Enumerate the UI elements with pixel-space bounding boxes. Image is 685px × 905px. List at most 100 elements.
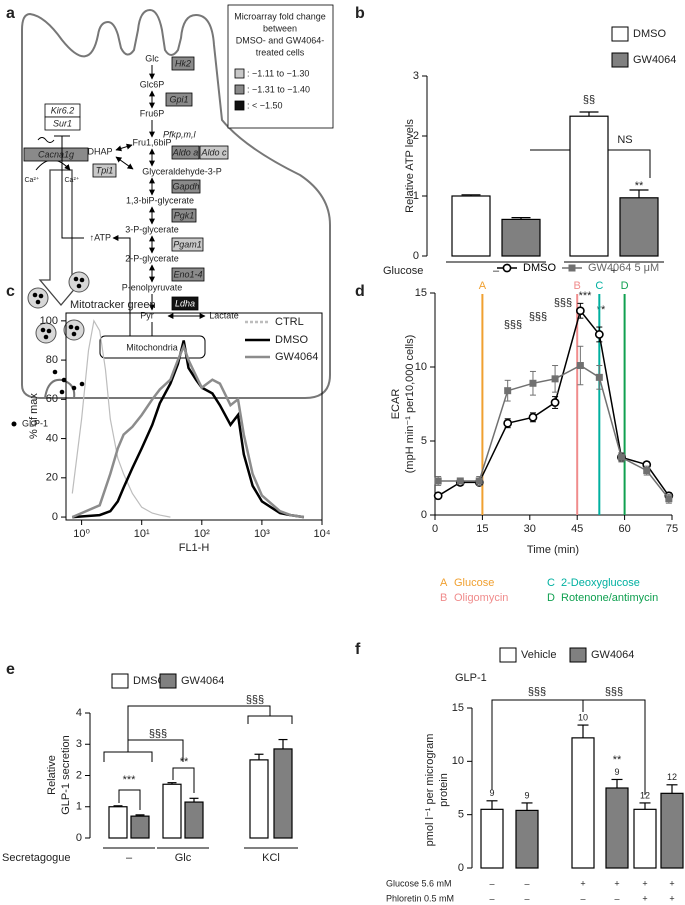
event-legend-letter: D <box>547 592 555 604</box>
significance-bracket <box>118 789 141 810</box>
annotation: §§ <box>583 94 595 106</box>
plot-frame <box>65 312 323 521</box>
granule <box>76 283 82 289</box>
y-axis-label: protein <box>438 773 450 807</box>
y-tick-label: 10 <box>452 755 464 767</box>
metabolite: Glyceraldehyde-3-P <box>142 166 222 176</box>
legend-label: : −1.31 to −1.40 <box>247 84 310 94</box>
vesicle <box>63 319 85 341</box>
event-legend-label: Glucose <box>454 577 494 589</box>
annotation: *** <box>579 290 593 302</box>
legend-label: CTRL <box>275 316 304 328</box>
significance-bracket <box>172 767 195 793</box>
n-label: 12 <box>640 790 650 800</box>
granule <box>79 381 85 387</box>
series-line <box>72 340 305 519</box>
legend-swatch <box>234 100 245 111</box>
n-label: 9 <box>524 790 529 800</box>
condition-sign: – <box>489 893 494 903</box>
y-axis-label: (mpH min⁻¹ per10,000 cells) <box>404 335 416 473</box>
bar <box>451 195 491 257</box>
significance-bracket <box>491 699 584 790</box>
x-tick-label: 10² <box>194 528 210 540</box>
x-tick-label: 45 <box>571 523 583 535</box>
data-point <box>456 477 464 485</box>
x-tick-label: 75 <box>666 523 678 535</box>
y-tick-label: 0 <box>421 509 427 521</box>
calcium-arrow <box>35 159 71 171</box>
legend-label: DMSO <box>633 28 666 40</box>
annotation: *** <box>123 774 137 786</box>
x-tick-label: + <box>611 265 617 277</box>
panel-letter: b <box>355 5 365 22</box>
y-tick-label: 1 <box>76 801 82 813</box>
condition-sign: + <box>669 893 674 903</box>
condition-label: Glucose 5.6 mM <box>386 878 452 888</box>
event-legend-letter: C <box>547 577 555 589</box>
metabolite: Glc <box>145 53 159 63</box>
annotation: ** <box>597 304 606 316</box>
enzyme-box <box>92 163 117 178</box>
atp-arrow <box>112 235 131 336</box>
data-point <box>594 330 604 339</box>
legend-label: GW4064 <box>181 675 224 687</box>
event-letter: B <box>574 280 581 292</box>
series-line <box>438 364 670 500</box>
y-tick-label: 4 <box>76 707 82 719</box>
bar <box>633 808 657 869</box>
data-point <box>433 491 443 501</box>
granule <box>59 389 65 395</box>
granule <box>68 324 74 330</box>
enzyme: Gapdh <box>172 181 199 191</box>
event-legend-label: 2-Deoxyglucose <box>561 577 640 589</box>
y-tick-label: 0 <box>458 862 464 874</box>
panel-letter: e <box>6 661 15 678</box>
panel-letter: f <box>355 641 361 658</box>
granule <box>73 276 79 282</box>
enzyme: Hk2 <box>175 58 191 68</box>
enzyme: Aldo c <box>200 147 227 157</box>
legend-swatch <box>611 26 629 42</box>
metabolite: Lactate <box>209 310 239 320</box>
y-axis-label: % of max <box>28 393 40 439</box>
data-point <box>643 467 651 475</box>
legend-swatch <box>499 647 517 663</box>
granule <box>35 299 41 305</box>
y-tick-label: 0 <box>52 511 58 523</box>
condition-label: Phloretin 0.5 mM <box>386 893 454 903</box>
data-point <box>576 362 584 370</box>
data-point <box>504 387 512 395</box>
enzyme: Pgk1 <box>174 210 195 220</box>
annotation: NS <box>617 134 632 146</box>
significance-bracket <box>594 149 651 178</box>
x-axis-label: Time (min) <box>527 544 579 556</box>
data-point <box>503 418 513 428</box>
cell-outline <box>21 8 331 399</box>
x-tick-label: 60 <box>618 523 630 535</box>
metabolite: 3-P-glycerate <box>125 224 179 234</box>
event-legend-letter: B <box>440 592 447 604</box>
y-tick-label: 5 <box>421 435 427 447</box>
x-tick-label: 10³ <box>254 528 270 540</box>
granule <box>38 293 44 299</box>
atp-inhibition <box>61 136 84 239</box>
enzyme-box <box>171 237 204 252</box>
granule <box>11 421 17 427</box>
mitochondria-box <box>99 335 206 359</box>
granule <box>40 327 46 333</box>
significance-bracket <box>103 751 153 762</box>
enzyme: Pgam1 <box>173 239 202 249</box>
y-axis-label: pmol l⁻¹ per microgram <box>424 734 436 847</box>
condition-sign: + <box>614 878 619 888</box>
bar <box>273 748 293 839</box>
legend-label: GW4064 <box>591 649 634 661</box>
channel-box <box>44 116 81 131</box>
y-tick-label: 60 <box>46 393 58 405</box>
condition-sign: – <box>524 878 529 888</box>
legend-label: GW4064 <box>633 54 676 66</box>
legend-title: DMSO- and GW4064- <box>236 35 325 45</box>
legend-swatch <box>569 647 587 663</box>
depolarization-squiggle <box>37 137 55 143</box>
legend-marker <box>502 263 512 273</box>
